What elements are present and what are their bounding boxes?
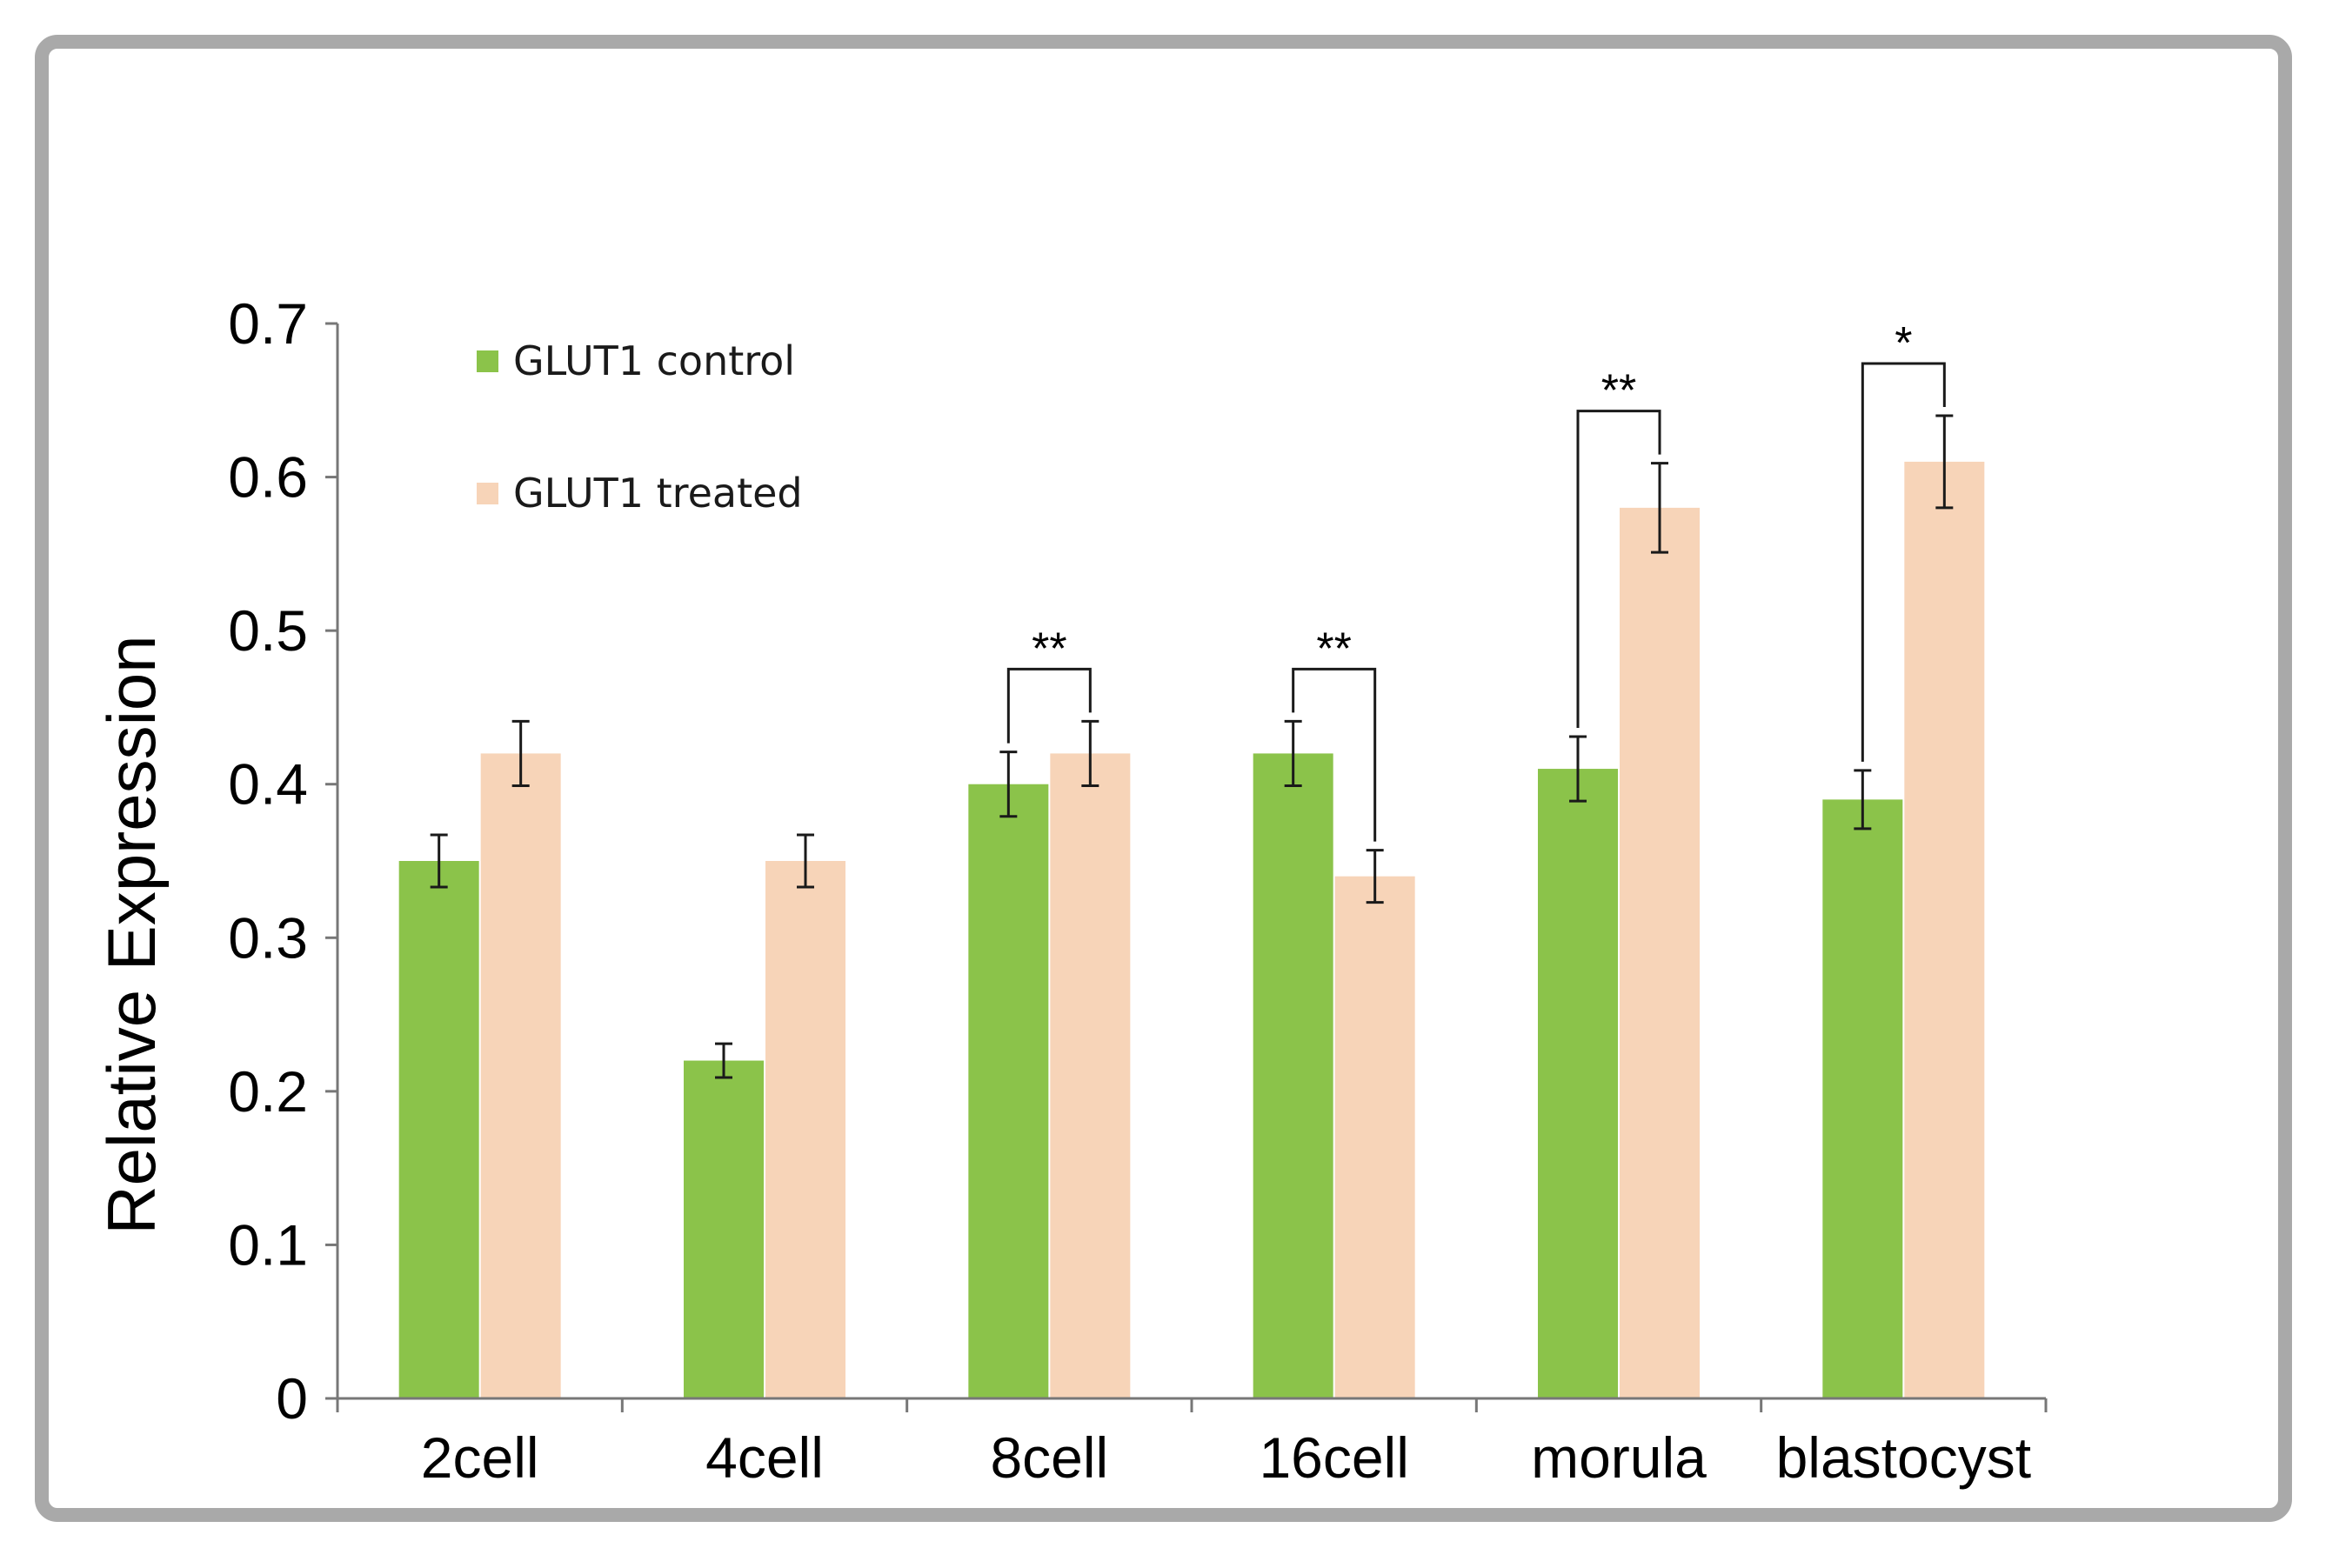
bar-control	[968, 784, 1049, 1398]
bar-treated	[480, 753, 561, 1398]
significance-bracket: **	[1292, 624, 1377, 842]
y-tick-label: 0.4	[228, 752, 308, 817]
error-bar	[999, 751, 1018, 818]
bars-layer	[398, 461, 1985, 1398]
bar-control	[1822, 799, 1903, 1398]
error-bar	[511, 719, 530, 787]
significance-label: **	[1032, 624, 1066, 674]
x-category-label: morula	[1531, 1425, 1707, 1490]
error-bar	[1854, 769, 1872, 831]
bar-control	[398, 861, 479, 1398]
y-tick-label: 0.1	[228, 1212, 308, 1277]
significance-label: **	[1316, 624, 1351, 674]
legend-swatch-control	[477, 350, 498, 372]
y-ticks: 0 0.1 0.2 0.3 0.4 0.5 0.6 0.7	[228, 291, 337, 1431]
significance-bracket: *	[1861, 318, 1946, 762]
y-tick-label: 0	[276, 1366, 308, 1431]
bar-treated	[1050, 753, 1131, 1398]
x-category-label: 4cell	[705, 1425, 824, 1490]
error-bar	[715, 1042, 732, 1079]
y-tick-label: 0.3	[228, 905, 308, 970]
error-bars-layer	[430, 414, 1954, 1079]
x-category-label: 8cell	[990, 1425, 1108, 1490]
bar-treated	[1334, 876, 1415, 1398]
bar-control	[684, 1060, 764, 1398]
error-bar	[430, 833, 448, 889]
significance-bracket: **	[1006, 624, 1092, 744]
y-tick-label: 0.6	[228, 445, 308, 510]
x-category-label: 16cell	[1259, 1425, 1408, 1490]
significance-bracket: **	[1576, 366, 1661, 728]
legend-label-treated: GLUT1 treated	[513, 470, 803, 517]
error-bar	[797, 833, 814, 889]
y-tick-label: 0.5	[228, 598, 308, 663]
bar-treated	[1904, 461, 1985, 1398]
error-bar	[1935, 414, 1954, 510]
bar-treated	[1620, 507, 1700, 1398]
y-axis-title: Relative Expression	[93, 635, 170, 1234]
y-tick-label: 0.2	[228, 1059, 308, 1124]
error-bar	[1284, 719, 1302, 787]
bar-control	[1253, 753, 1333, 1398]
bar-treated	[765, 861, 845, 1398]
error-bar	[1366, 849, 1384, 904]
x-category-label: 2cell	[421, 1425, 539, 1490]
significance-label: **	[1601, 366, 1636, 417]
error-bar	[1651, 462, 1668, 554]
bar-control	[1538, 769, 1618, 1398]
legend-swatch-treated	[477, 483, 498, 504]
x-ticks: 2cell 4cell 8cell 16cell morula blastocyst	[336, 1398, 2048, 1490]
x-category-label: blastocyst	[1776, 1425, 2031, 1490]
significance-layer: ** *****	[1006, 318, 1946, 842]
error-bar	[1081, 719, 1099, 787]
legend: GLUT1 control GLUT1 treated	[477, 337, 803, 517]
error-bar	[1569, 735, 1587, 803]
legend-label-control: GLUT1 control	[513, 337, 795, 384]
significance-label: *	[1895, 318, 1912, 369]
y-tick-label: 0.7	[228, 291, 308, 356]
